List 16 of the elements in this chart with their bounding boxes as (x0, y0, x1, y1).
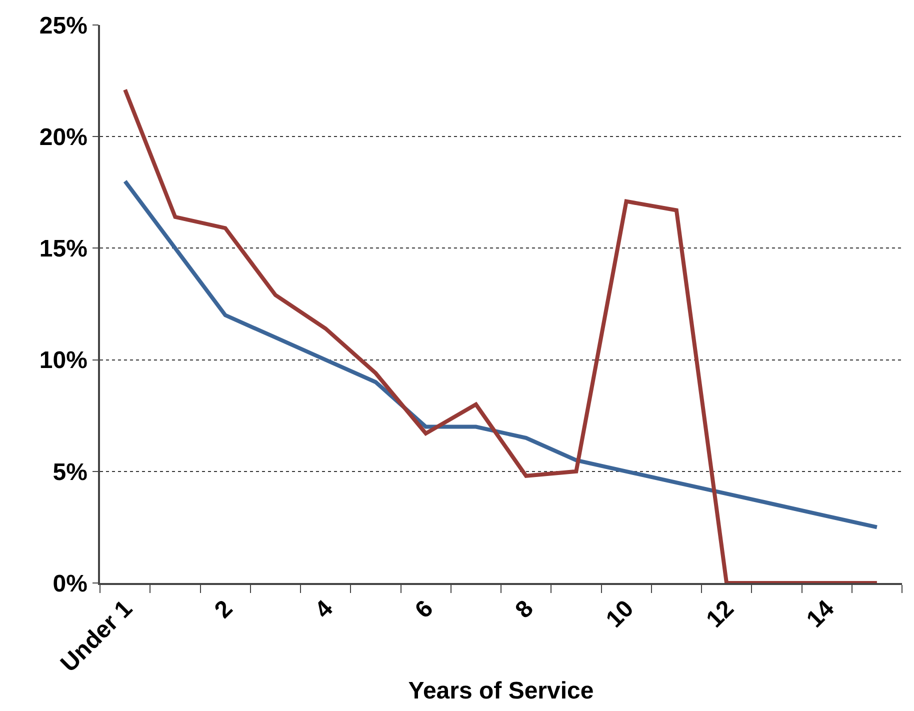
x-tick-label: 14 (802, 594, 840, 634)
line-series (123, 179, 879, 530)
y-tick-label: 5% (52, 458, 88, 486)
y-tick-label: 20% (39, 124, 88, 151)
y-tick-label: 10% (39, 347, 88, 374)
x-tick-label: 12 (701, 595, 740, 634)
y-tick-label: 15% (39, 236, 88, 263)
line-series (123, 88, 879, 583)
x-tick-label: 2 (210, 595, 238, 624)
x-tick-label: 6 (410, 595, 439, 624)
x-axis-title: Years of Service (408, 677, 594, 704)
x-tick-label: 4 (310, 594, 339, 624)
x-tick-label: 10 (601, 595, 640, 634)
y-tick-label: 25% (39, 12, 88, 40)
y-tick-label: 0% (52, 570, 88, 598)
x-tick-label: 8 (510, 595, 539, 624)
